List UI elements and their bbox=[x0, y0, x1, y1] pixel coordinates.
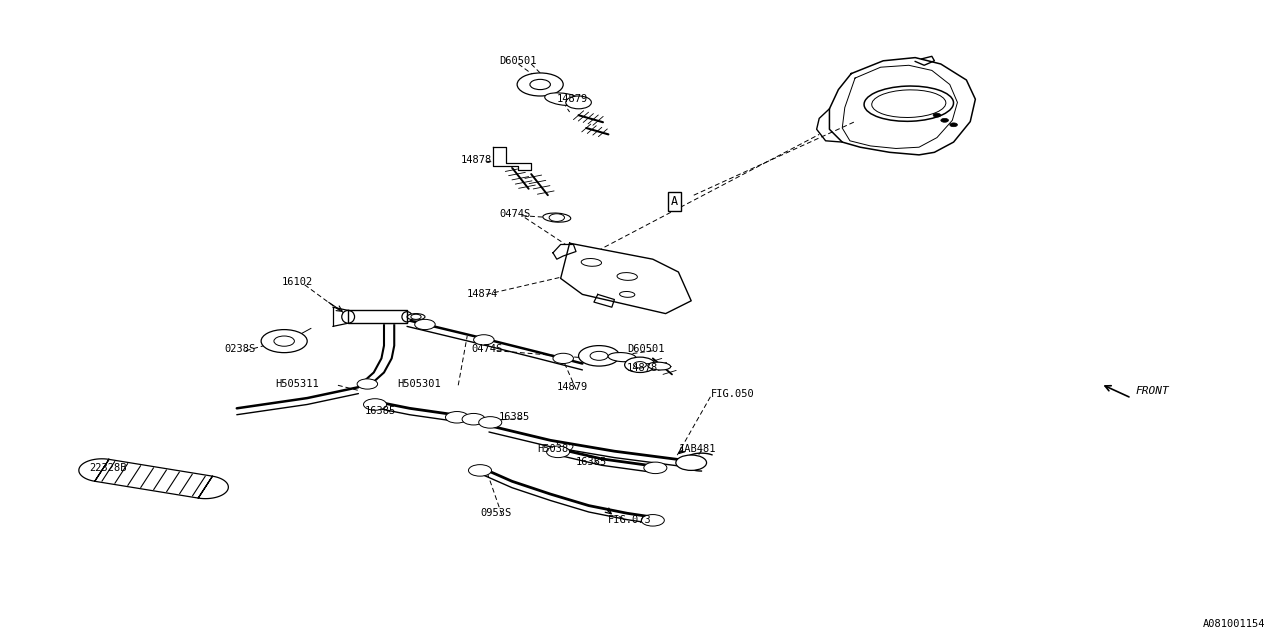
Text: 22328B: 22328B bbox=[90, 463, 127, 474]
Polygon shape bbox=[829, 58, 975, 155]
Circle shape bbox=[411, 314, 421, 319]
Text: 16385: 16385 bbox=[576, 457, 607, 467]
Text: H505301: H505301 bbox=[397, 379, 440, 389]
Circle shape bbox=[261, 330, 307, 353]
Text: 14879: 14879 bbox=[557, 382, 588, 392]
Text: 14878: 14878 bbox=[627, 363, 658, 373]
Polygon shape bbox=[348, 310, 407, 323]
Text: 14879: 14879 bbox=[557, 94, 588, 104]
Circle shape bbox=[547, 446, 570, 458]
Text: D60501: D60501 bbox=[627, 344, 664, 354]
Text: 0238S: 0238S bbox=[224, 344, 255, 354]
Circle shape bbox=[676, 455, 707, 470]
Ellipse shape bbox=[648, 362, 671, 370]
Text: 14874: 14874 bbox=[467, 289, 498, 300]
Text: 1AB481: 1AB481 bbox=[678, 444, 716, 454]
Text: H50382: H50382 bbox=[538, 444, 575, 454]
Ellipse shape bbox=[608, 353, 636, 362]
Circle shape bbox=[274, 336, 294, 346]
Ellipse shape bbox=[545, 93, 581, 106]
Circle shape bbox=[950, 123, 957, 127]
Text: 16102: 16102 bbox=[282, 276, 312, 287]
Circle shape bbox=[549, 214, 564, 221]
Circle shape bbox=[474, 335, 494, 345]
Ellipse shape bbox=[581, 259, 602, 266]
Text: FIG.073: FIG.073 bbox=[608, 515, 652, 525]
Circle shape bbox=[462, 413, 485, 425]
Circle shape bbox=[590, 351, 608, 360]
Circle shape bbox=[933, 113, 941, 117]
Circle shape bbox=[941, 118, 948, 122]
Polygon shape bbox=[553, 244, 576, 259]
Circle shape bbox=[553, 353, 573, 364]
Circle shape bbox=[415, 319, 435, 330]
Circle shape bbox=[468, 465, 492, 476]
Circle shape bbox=[625, 357, 655, 372]
Text: FIG.050: FIG.050 bbox=[710, 388, 754, 399]
Circle shape bbox=[530, 79, 550, 90]
Polygon shape bbox=[79, 459, 228, 499]
Text: 0953S: 0953S bbox=[480, 508, 511, 518]
Text: A: A bbox=[671, 195, 678, 208]
Polygon shape bbox=[561, 243, 691, 314]
Ellipse shape bbox=[620, 291, 635, 298]
Text: H505311: H505311 bbox=[275, 379, 319, 389]
Circle shape bbox=[517, 73, 563, 96]
Text: A081001154: A081001154 bbox=[1203, 619, 1266, 629]
Ellipse shape bbox=[543, 213, 571, 222]
Circle shape bbox=[445, 412, 468, 423]
Circle shape bbox=[579, 346, 620, 366]
Circle shape bbox=[364, 399, 387, 410]
Circle shape bbox=[641, 515, 664, 526]
Text: 14878: 14878 bbox=[461, 155, 492, 165]
Circle shape bbox=[634, 362, 646, 368]
Circle shape bbox=[357, 379, 378, 389]
Polygon shape bbox=[594, 294, 614, 307]
Polygon shape bbox=[493, 147, 531, 170]
Text: 0474S: 0474S bbox=[499, 209, 530, 220]
Text: 0474S: 0474S bbox=[471, 344, 502, 354]
Text: D60501: D60501 bbox=[499, 56, 536, 66]
Ellipse shape bbox=[864, 86, 954, 122]
Ellipse shape bbox=[872, 90, 946, 118]
Text: 16385: 16385 bbox=[499, 412, 530, 422]
Ellipse shape bbox=[342, 310, 355, 323]
Text: FRONT: FRONT bbox=[1135, 385, 1169, 396]
Circle shape bbox=[644, 462, 667, 474]
Ellipse shape bbox=[402, 312, 412, 322]
Ellipse shape bbox=[407, 314, 425, 320]
Circle shape bbox=[566, 96, 591, 109]
Ellipse shape bbox=[617, 273, 637, 280]
Circle shape bbox=[479, 417, 502, 428]
Text: 16385: 16385 bbox=[365, 406, 396, 416]
